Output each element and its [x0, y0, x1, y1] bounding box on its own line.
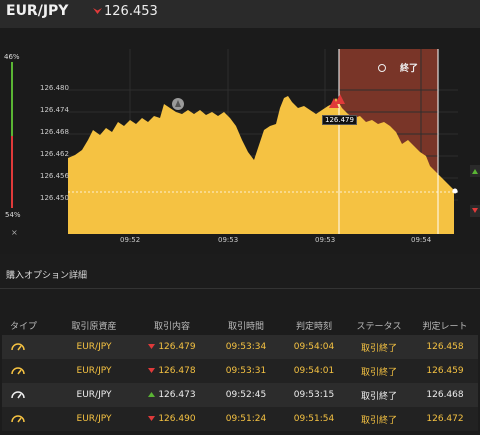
down-percentage: 54% [5, 211, 21, 219]
current-price-dot [452, 188, 458, 194]
trade-rate: 126.473 [134, 390, 210, 400]
x-tick-label: 09:52 [120, 236, 141, 244]
trade-time: 09:52:45 [225, 390, 267, 400]
options-table: タイプ 取引原資産 取引内容 取引時間 判定時刻 ステータス 判定レート EUR… [2, 315, 478, 431]
result-rate: 126.459 [426, 366, 464, 376]
price-chart[interactable]: 126.480 126.474 126.468 126.462 126.456 … [0, 28, 480, 254]
status: 取引終了 [360, 367, 397, 378]
down-indicator-icon [470, 205, 480, 217]
asset: EUR/JPY [76, 390, 112, 400]
trade-rate: 126.479 [134, 342, 210, 352]
table-header: タイプ 取引原資産 取引内容 取引時間 判定時刻 ステータス 判定レート [2, 315, 478, 335]
col-header: 取引時間 [227, 321, 264, 332]
down-arrow-icon [148, 344, 156, 349]
price-area [68, 96, 454, 234]
x-tick-label: 09:53 [315, 236, 336, 244]
gauge-icon [2, 340, 54, 355]
judge-time: 09:54:04 [293, 342, 335, 352]
expiry-label: 終了 [400, 64, 419, 74]
trade-marker-down[interactable] [329, 94, 345, 108]
judge-time: 09:51:54 [293, 414, 335, 424]
section-title: 購入オプション詳細 [6, 271, 88, 281]
top-bar: EUR/JPY 126.453 [0, 0, 480, 28]
close-icon[interactable]: × [11, 228, 18, 237]
col-header: 取引内容 [153, 321, 190, 332]
col-header: 判定時刻 [295, 321, 332, 332]
trade-rate: 126.478 [134, 366, 210, 376]
down-arrow-icon [148, 368, 156, 373]
trade-marker-grey[interactable] [172, 98, 184, 110]
x-tick-label: 09:54 [411, 236, 432, 244]
table-row[interactable]: EUR/JPY 126.479 09:53:34 09:54:04 取引終了 1… [2, 335, 478, 359]
currency-pair[interactable]: EUR/JPY [6, 3, 69, 19]
rate-text: 126.479 [158, 342, 196, 352]
status: 取引終了 [360, 391, 397, 402]
result-rate: 126.472 [426, 414, 464, 424]
section-divider [0, 288, 480, 289]
up-indicator-icon [470, 165, 480, 177]
y-tick-label: 126.456 [40, 172, 69, 180]
gauge-icon [2, 412, 54, 427]
x-tick-label: 09:53 [218, 236, 239, 244]
table-row[interactable]: EUR/JPY 126.473 09:52:45 09:53:15 取引終了 1… [2, 383, 478, 407]
clock-icon [378, 64, 386, 72]
asset: EUR/JPY [76, 342, 112, 352]
col-header: 判定レート [422, 321, 468, 332]
result-rate: 126.468 [426, 390, 464, 400]
judge-time: 09:53:15 [293, 390, 335, 400]
down-arrow-icon [148, 416, 156, 421]
down-arrow-icon [93, 8, 102, 14]
y-tick-label: 126.450 [40, 194, 69, 202]
col-header: タイプ [10, 321, 38, 332]
status: 取引終了 [360, 415, 397, 426]
table-row[interactable]: EUR/JPY 126.490 09:51:24 09:51:54 取引終了 1… [2, 407, 478, 431]
judge-time: 09:54:01 [293, 366, 335, 376]
col-header: ステータス [356, 321, 402, 332]
asset: EUR/JPY [76, 414, 112, 424]
chart-svg [11, 49, 480, 234]
y-tick-label: 126.474 [40, 106, 69, 114]
marker-price-tag: 126.479 [322, 115, 357, 125]
y-tick-label: 126.462 [40, 150, 69, 158]
rate-text: 126.478 [158, 366, 196, 376]
table-row[interactable]: EUR/JPY 126.478 09:53:31 09:54:01 取引終了 1… [2, 359, 478, 383]
col-header: 取引原資産 [71, 321, 117, 332]
gauge-icon [2, 364, 54, 379]
trade-time: 09:53:31 [225, 366, 267, 376]
trade-time: 09:51:24 [225, 414, 267, 424]
status: 取引終了 [360, 343, 397, 354]
result-rate: 126.458 [426, 342, 464, 352]
asset: EUR/JPY [76, 366, 112, 376]
rate-text: 126.473 [158, 390, 196, 400]
y-tick-label: 126.468 [40, 128, 69, 136]
up-arrow-icon [148, 392, 156, 397]
trade-rate: 126.490 [134, 414, 210, 424]
y-tick-label: 126.480 [40, 84, 69, 92]
up-percentage: 46% [4, 53, 20, 61]
trade-time: 09:53:34 [225, 342, 267, 352]
rate-text: 126.490 [158, 414, 196, 424]
current-price: 126.453 [104, 4, 158, 19]
gauge-icon [2, 388, 54, 403]
